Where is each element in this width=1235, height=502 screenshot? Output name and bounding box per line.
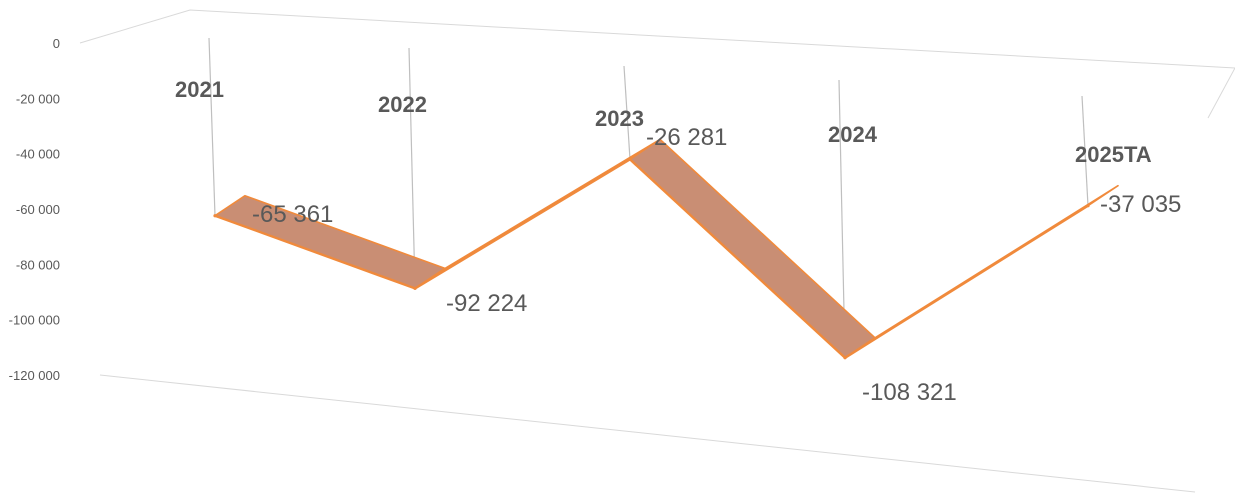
category-label: 2022 <box>378 92 427 117</box>
data-point <box>413 286 417 291</box>
data-label: -65 361 <box>252 201 333 228</box>
category-label: 2025TA <box>1075 142 1152 167</box>
y-tick-label: -40 000 <box>16 147 60 162</box>
category-drop-line <box>408 47 416 289</box>
data-point <box>843 356 847 360</box>
data-label: -37 035 <box>1100 191 1181 218</box>
ribbon-front-edge <box>844 204 1089 359</box>
data-point <box>1086 204 1090 208</box>
category-label: 2024 <box>828 122 878 147</box>
data-label: -26 281 <box>646 124 727 151</box>
category-label: 2021 <box>175 77 224 102</box>
y-tick-label: -120 000 <box>9 368 60 383</box>
data-label: -92 224 <box>446 290 527 317</box>
category-drop-line <box>208 37 216 216</box>
data-ribbon <box>213 138 1119 360</box>
category-drop-lines <box>208 37 1089 358</box>
ribbon-front-edge <box>214 214 416 290</box>
floor-line <box>99 374 1196 493</box>
y-tick-label: -20 000 <box>16 91 60 106</box>
y-tick-label: -80 000 <box>16 257 60 272</box>
data-point <box>628 157 632 161</box>
top-floor-outline <box>79 9 1235 119</box>
data-labels: -65 361 -92 224 -26 281 -108 321 -37 035 <box>252 124 1181 406</box>
category-labels: 2021 2022 2023 2024 2025TA <box>175 77 1152 167</box>
data-point <box>213 214 217 218</box>
ribbon-segment <box>629 138 876 359</box>
chart-frame <box>79 9 1235 493</box>
ribbon-front-edge <box>629 158 846 359</box>
y-tick-label: 0 <box>53 36 60 51</box>
category-drop-line <box>1081 95 1089 206</box>
y-tick-label: -60 000 <box>16 202 60 217</box>
data-label: -108 321 <box>862 379 957 406</box>
category-drop-line <box>623 65 631 160</box>
ribbon-front-edge <box>414 158 631 290</box>
category-label: 2023 <box>595 106 644 131</box>
y-tick-label: -100 000 <box>9 313 60 328</box>
y-axis: 0 -20 000 -40 000 -60 000 -80 000 -100 000 -12… <box>9 36 60 383</box>
